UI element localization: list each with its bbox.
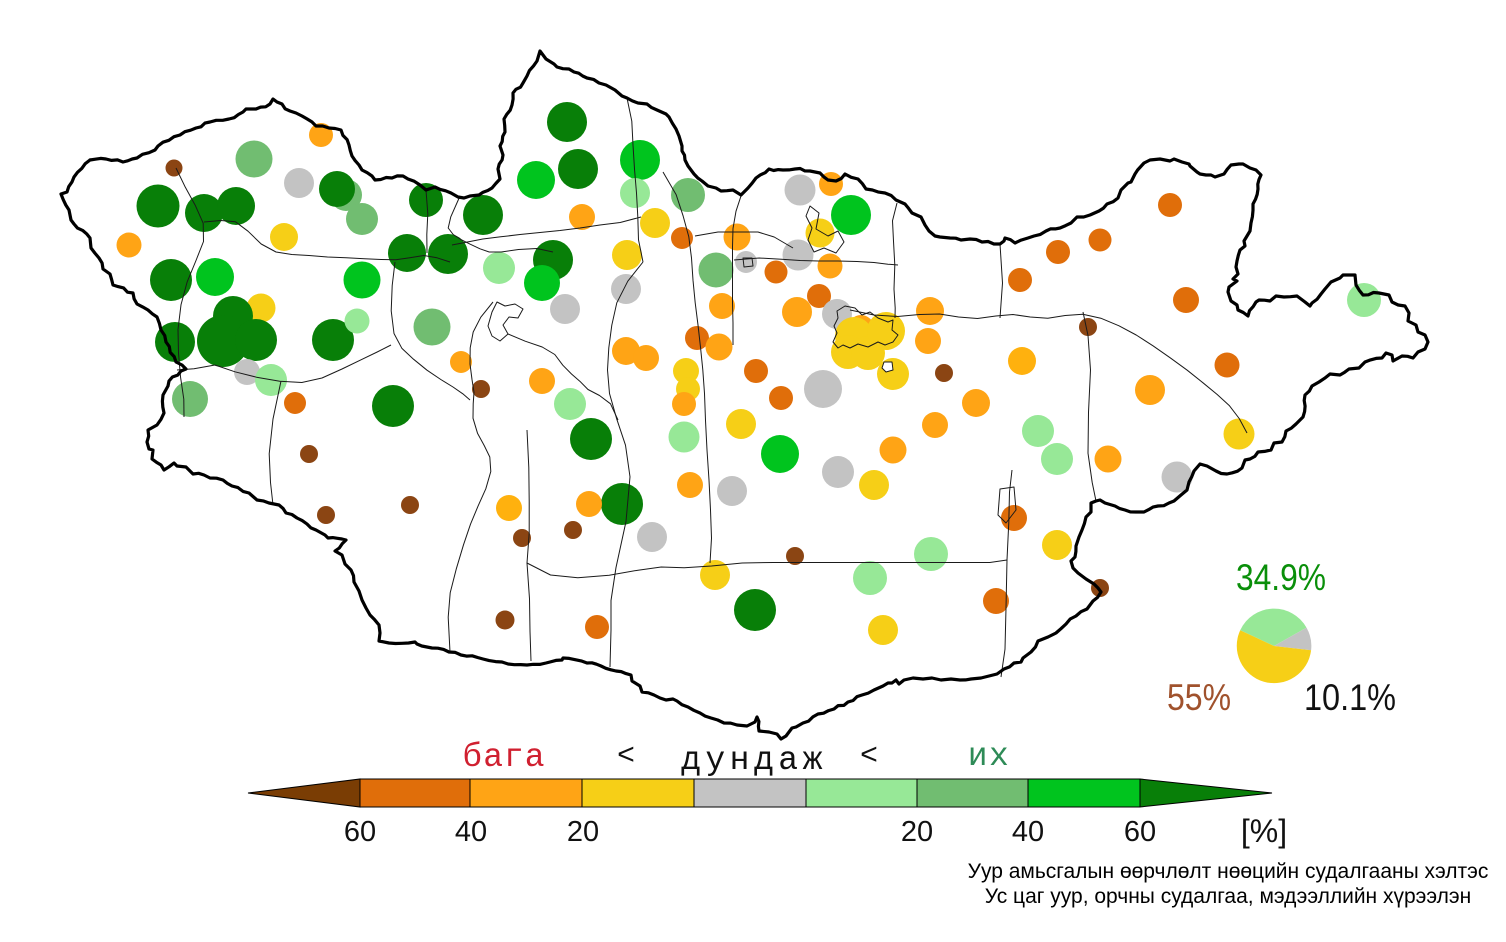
svg-text:дундаж: дундаж [681, 742, 827, 779]
svg-text:55%: 55% [1167, 677, 1231, 718]
svg-text:60: 60 [1124, 816, 1156, 848]
svg-text:Уур амьсгалын өөрчлөлт нөөцийн: Уур амьсгалын өөрчлөлт нөөцийн судалгаан… [968, 860, 1489, 883]
svg-text:40: 40 [1012, 816, 1044, 848]
svg-text:[%]: [%] [1241, 813, 1287, 849]
svg-text:20: 20 [901, 816, 933, 848]
svg-text:20: 20 [567, 816, 599, 848]
svg-text:40: 40 [455, 816, 487, 848]
svg-text:60: 60 [344, 816, 376, 848]
svg-text:<: < [860, 740, 878, 774]
svg-text:10.1%: 10.1% [1304, 677, 1396, 718]
svg-text:34.9%: 34.9% [1236, 557, 1326, 598]
svg-text:<: < [617, 740, 635, 774]
svg-text:бага: бага [462, 739, 545, 776]
svg-text:их: их [968, 738, 1011, 775]
svg-text:Ус цаг уур, орчны судалгаа, мэ: Ус цаг уур, орчны судалгаа, мэдээллийн х… [985, 885, 1471, 908]
